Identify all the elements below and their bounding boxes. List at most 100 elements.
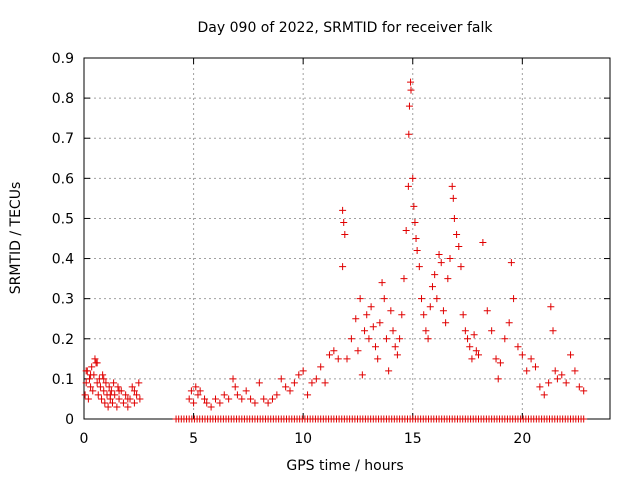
chart-title: Day 090 of 2022, SRMTID for receiver fal… — [198, 20, 494, 36]
data-point — [93, 379, 101, 387]
data-point — [128, 383, 136, 391]
data-point — [428, 283, 436, 291]
data-point — [334, 355, 342, 363]
y-tick-label: 0.4 — [52, 252, 74, 268]
data-point — [536, 383, 544, 391]
data-point — [435, 251, 443, 259]
data-point — [411, 218, 419, 226]
data-point — [571, 367, 579, 375]
y-tick-label: 0.3 — [52, 292, 74, 308]
data-point — [187, 387, 195, 395]
data-point — [260, 395, 268, 403]
data-point — [466, 343, 474, 351]
data-point — [88, 363, 96, 371]
data-point — [273, 391, 281, 399]
data-point — [494, 375, 502, 383]
data-point — [527, 355, 535, 363]
data-point — [282, 383, 290, 391]
data-point — [212, 395, 219, 403]
data-point — [472, 347, 480, 355]
data-point — [492, 355, 500, 363]
data-point — [433, 295, 441, 303]
data-point — [341, 230, 349, 238]
x-tick-label: 15 — [404, 431, 422, 447]
y-tick-label: 0.1 — [52, 372, 74, 388]
grid-layer — [84, 58, 610, 419]
data-point — [376, 319, 384, 327]
data-point — [231, 383, 239, 391]
data-point — [113, 403, 121, 411]
data-point — [410, 202, 418, 210]
data-point — [216, 399, 224, 407]
data-point — [110, 379, 118, 387]
data-point — [255, 379, 263, 387]
data-point — [391, 343, 399, 351]
data-point — [339, 263, 347, 271]
data-point — [304, 391, 312, 399]
data-point — [190, 399, 198, 407]
data-point — [470, 331, 478, 339]
data-point — [100, 375, 108, 383]
data-point — [96, 383, 104, 391]
x-tick-label: 20 — [513, 431, 531, 447]
data-point — [196, 387, 204, 395]
data-point — [453, 230, 461, 238]
data-point — [308, 379, 316, 387]
data-point — [91, 355, 99, 363]
data-point — [367, 303, 375, 311]
data-point — [547, 303, 555, 311]
zero-data-point — [580, 415, 588, 423]
data-point — [479, 239, 487, 247]
data-point — [104, 403, 112, 411]
data-point — [192, 383, 200, 391]
data-point — [420, 311, 428, 319]
y-tick-label: 0.9 — [52, 51, 74, 67]
data-point — [286, 387, 294, 395]
data-point — [514, 343, 522, 351]
data-point — [94, 391, 102, 399]
data-point — [247, 395, 255, 403]
data-point — [415, 263, 423, 271]
data-point — [405, 130, 413, 138]
data-point — [389, 327, 397, 335]
data-point — [523, 367, 531, 375]
data-point — [387, 307, 395, 315]
data-point — [225, 395, 233, 403]
data-point — [488, 327, 496, 335]
data-point — [317, 363, 325, 371]
data-point — [363, 311, 371, 319]
data-point — [203, 399, 211, 407]
data-point — [108, 399, 116, 407]
y-tick-label: 0.2 — [52, 332, 74, 348]
data-point — [422, 327, 430, 335]
data-point — [277, 375, 285, 383]
data-point — [413, 247, 421, 255]
data-point — [449, 194, 457, 202]
data-point — [424, 335, 432, 343]
data-point — [220, 391, 228, 399]
data-point — [409, 174, 417, 182]
data-point — [130, 399, 138, 407]
x-tick-label: 0 — [80, 431, 89, 447]
data-point — [382, 335, 390, 343]
data-point — [398, 311, 406, 319]
data-point — [396, 335, 404, 343]
x-axis-title: GPS time / hours — [286, 458, 403, 474]
data-point — [545, 379, 553, 387]
data-point — [405, 102, 413, 110]
y-tick-label: 0.5 — [52, 211, 74, 227]
data-point — [347, 335, 355, 343]
data-point — [85, 375, 93, 383]
data-point — [356, 295, 364, 303]
data-point — [325, 351, 333, 359]
data-point — [380, 295, 388, 303]
data-point — [290, 379, 298, 387]
data-point — [426, 303, 434, 311]
data-point — [385, 367, 393, 375]
data-point — [531, 363, 539, 371]
data-point — [459, 311, 467, 319]
data-point — [575, 383, 583, 391]
data-point — [457, 263, 465, 271]
data-point — [312, 375, 320, 383]
